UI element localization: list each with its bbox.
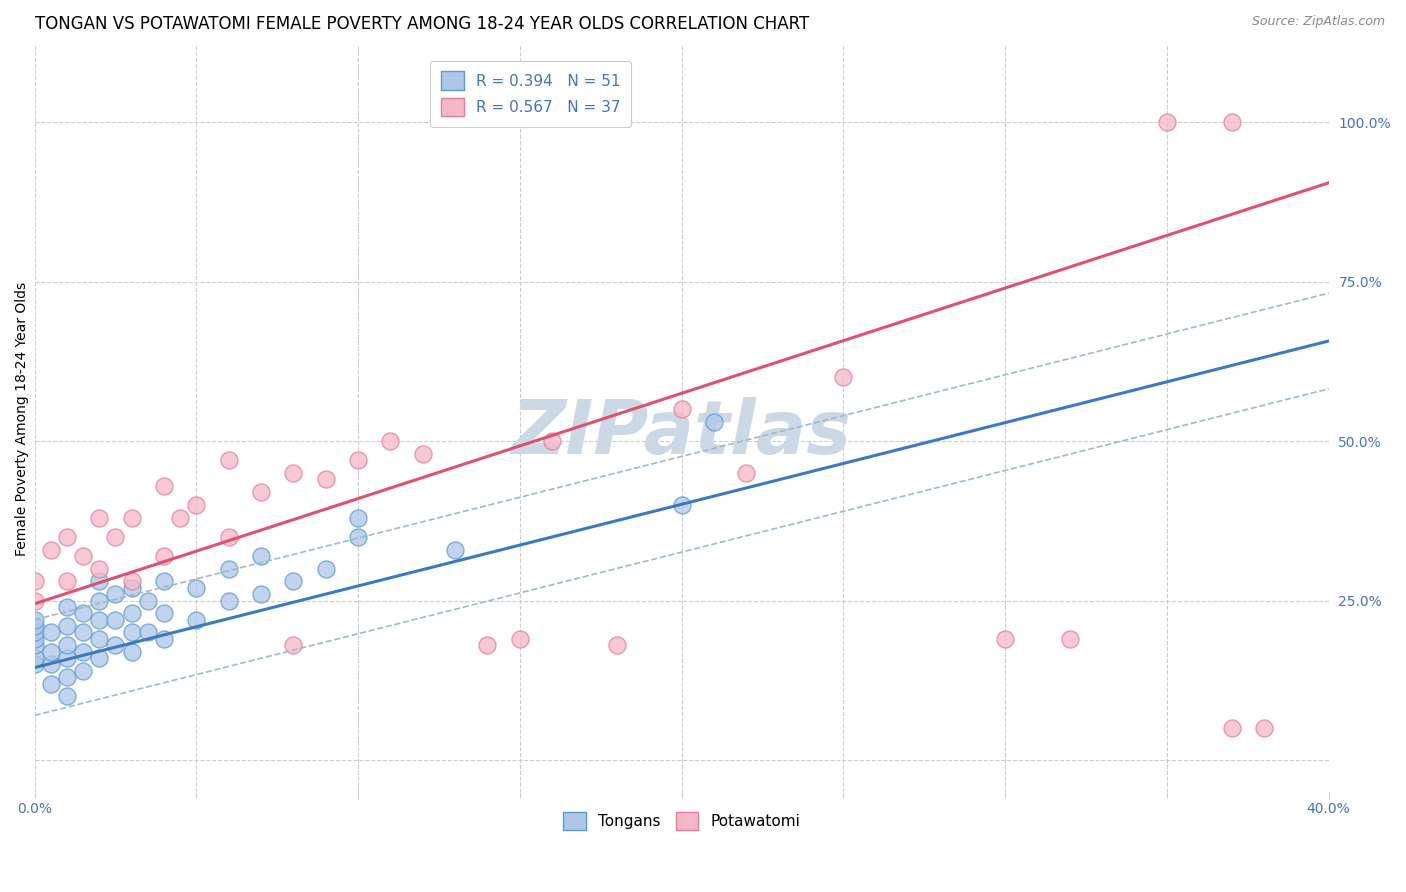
- Point: [24, 657, 46, 672]
- Point: [121, 574, 143, 589]
- Point: [39, 676, 62, 690]
- Point: [1059, 632, 1081, 646]
- Point: [89, 510, 111, 524]
- Point: [121, 607, 143, 621]
- Point: [218, 530, 240, 544]
- Point: [477, 638, 499, 652]
- Point: [56, 619, 79, 633]
- Point: [444, 542, 467, 557]
- Point: [153, 607, 176, 621]
- Point: [1220, 721, 1243, 735]
- Point: [994, 632, 1017, 646]
- Point: [56, 599, 79, 614]
- Point: [283, 638, 305, 652]
- Point: [24, 651, 46, 665]
- Point: [24, 593, 46, 607]
- Point: [89, 632, 111, 646]
- Point: [39, 657, 62, 672]
- Point: [283, 466, 305, 480]
- Point: [735, 466, 758, 480]
- Point: [104, 587, 127, 601]
- Point: [72, 549, 94, 563]
- Point: [250, 485, 273, 500]
- Point: [250, 587, 273, 601]
- Point: [72, 645, 94, 659]
- Point: [39, 542, 62, 557]
- Point: [72, 607, 94, 621]
- Point: [218, 453, 240, 467]
- Point: [121, 625, 143, 640]
- Point: [104, 613, 127, 627]
- Point: [153, 574, 176, 589]
- Point: [315, 472, 337, 486]
- Point: [89, 562, 111, 576]
- Point: [56, 690, 79, 704]
- Point: [24, 638, 46, 652]
- Point: [24, 613, 46, 627]
- Point: [186, 498, 208, 512]
- Point: [24, 632, 46, 646]
- Point: [24, 625, 46, 640]
- Point: [89, 574, 111, 589]
- Point: [218, 593, 240, 607]
- Point: [72, 664, 94, 678]
- Point: [380, 434, 402, 449]
- Point: [56, 638, 79, 652]
- Point: [24, 619, 46, 633]
- Point: [703, 415, 725, 429]
- Point: [39, 645, 62, 659]
- Point: [541, 434, 564, 449]
- Point: [250, 549, 273, 563]
- Point: [347, 530, 370, 544]
- Point: [509, 632, 531, 646]
- Y-axis label: Female Poverty Among 18-24 Year Olds: Female Poverty Among 18-24 Year Olds: [15, 282, 30, 556]
- Point: [283, 574, 305, 589]
- Point: [832, 370, 855, 384]
- Point: [56, 670, 79, 684]
- Point: [153, 549, 176, 563]
- Point: [104, 530, 127, 544]
- Text: ZIPatlas: ZIPatlas: [512, 397, 852, 470]
- Text: Source: ZipAtlas.com: Source: ZipAtlas.com: [1251, 15, 1385, 29]
- Point: [186, 613, 208, 627]
- Point: [136, 625, 159, 640]
- Point: [606, 638, 628, 652]
- Point: [39, 625, 62, 640]
- Point: [218, 562, 240, 576]
- Point: [153, 632, 176, 646]
- Point: [136, 593, 159, 607]
- Legend: Tongans, Potawatomi: Tongans, Potawatomi: [557, 805, 807, 837]
- Point: [315, 562, 337, 576]
- Point: [24, 574, 46, 589]
- Point: [121, 510, 143, 524]
- Point: [89, 613, 111, 627]
- Point: [347, 453, 370, 467]
- Point: [1220, 115, 1243, 129]
- Point: [1156, 115, 1178, 129]
- Point: [153, 479, 176, 493]
- Point: [121, 581, 143, 595]
- Point: [671, 498, 693, 512]
- Point: [56, 651, 79, 665]
- Point: [186, 581, 208, 595]
- Point: [671, 402, 693, 417]
- Point: [56, 574, 79, 589]
- Point: [1253, 721, 1275, 735]
- Point: [121, 645, 143, 659]
- Point: [72, 625, 94, 640]
- Text: TONGAN VS POTAWATOMI FEMALE POVERTY AMONG 18-24 YEAR OLDS CORRELATION CHART: TONGAN VS POTAWATOMI FEMALE POVERTY AMON…: [35, 15, 808, 33]
- Point: [56, 530, 79, 544]
- Point: [169, 510, 191, 524]
- Point: [89, 593, 111, 607]
- Point: [89, 651, 111, 665]
- Point: [104, 638, 127, 652]
- Point: [347, 510, 370, 524]
- Point: [412, 447, 434, 461]
